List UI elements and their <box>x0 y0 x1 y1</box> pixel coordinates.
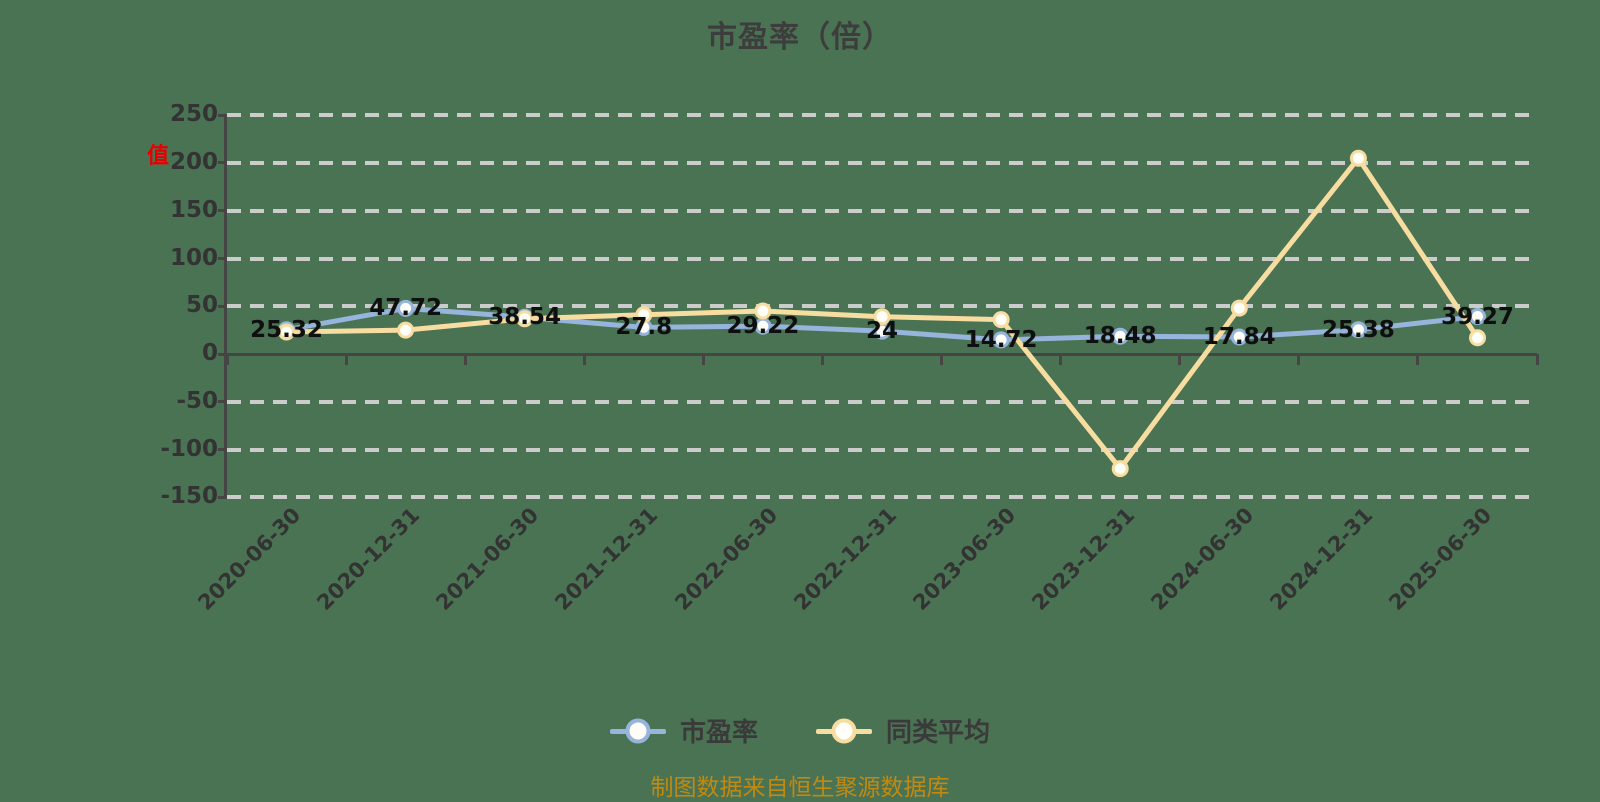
x-axis-label-2020-06-30: 2020-06-30 <box>193 503 306 615</box>
y-axis-tick <box>218 161 227 165</box>
legend-item-pe[interactable]: 市盈率 <box>609 712 758 749</box>
gridline <box>227 208 1533 213</box>
data-label-2021-06-30: 38.54 <box>488 304 562 331</box>
x-axis-tick <box>582 354 586 365</box>
x-axis-tick <box>1059 354 1063 365</box>
y-axis-tick-label: -150 <box>160 483 218 510</box>
x-axis-label-2023-12-31: 2023-12-31 <box>1027 503 1140 615</box>
x-axis-label-2021-06-30: 2021-06-30 <box>431 503 544 615</box>
gridline <box>227 495 1533 500</box>
x-axis-tick <box>1178 354 1182 365</box>
x-axis-tick <box>701 354 705 365</box>
data-label-2023-06-30: 14.72 <box>964 326 1038 353</box>
y-axis-tick-label: 0 <box>201 340 218 366</box>
y-axis-tick <box>218 495 227 499</box>
y-axis-tick <box>218 400 227 404</box>
red-watermark-fragment: 值 <box>147 144 170 169</box>
pe-line-marker-icon <box>609 718 666 743</box>
y-axis-tick <box>218 209 227 213</box>
peer-average-line <box>284 155 1480 472</box>
y-axis-tick <box>218 113 227 117</box>
data-label-2022-12-31: 24 <box>865 318 899 345</box>
peer-average-point-2025-06-30[interactable] <box>1469 329 1486 347</box>
x-axis-label-2024-06-30: 2024-06-30 <box>1146 503 1259 615</box>
gridline <box>227 447 1533 452</box>
x-axis-tick <box>1416 354 1420 365</box>
x-axis-label-2022-12-31: 2022-12-31 <box>789 503 901 615</box>
y-axis-tick-label: 100 <box>169 244 218 271</box>
y-axis-tick-label: -50 <box>176 387 218 414</box>
y-axis-tick-label: 250 <box>169 101 218 128</box>
x-axis-label-2024-12-31: 2024-12-31 <box>1265 503 1378 615</box>
peer-average-point-2020-12-31[interactable] <box>397 321 415 339</box>
x-axis-label-2021-12-31: 2021-12-31 <box>550 503 663 615</box>
legend: 市盈率 同类平均 <box>0 712 1600 749</box>
x-axis-label-2025-06-30: 2025-06-30 <box>1384 503 1497 615</box>
x-axis-tick <box>940 354 943 365</box>
chart-title: 市盈率（倍） <box>707 20 893 55</box>
y-axis-tick <box>218 352 227 356</box>
data-label-2024-06-30: 17.84 <box>1202 324 1276 350</box>
peer-average-point-2023-06-30[interactable] <box>992 311 1010 329</box>
x-axis-line <box>224 353 1537 356</box>
x-axis-label-2023-06-30: 2023-06-30 <box>908 503 1021 615</box>
x-axis-tick <box>1535 354 1539 365</box>
peer-average-point-2023-12-31[interactable] <box>1111 460 1129 478</box>
data-label-2020-12-31: 47.72 <box>369 295 442 322</box>
x-axis-tick <box>821 354 824 365</box>
y-axis-tick <box>218 304 227 308</box>
y-axis-tick-label: -100 <box>160 435 218 462</box>
legend-label-pe: 市盈率 <box>679 718 758 748</box>
gridline <box>227 256 1533 261</box>
y-axis-tick-label: 150 <box>169 196 218 223</box>
x-axis-tick <box>1297 354 1301 365</box>
data-label-2022-06-30: 29.22 <box>726 313 800 340</box>
x-axis-label-2022-06-30: 2022-06-30 <box>669 503 782 615</box>
y-axis-tick <box>218 257 227 260</box>
x-axis-tick <box>463 354 467 365</box>
gridline <box>227 113 1533 118</box>
y-axis-tick-label: 50 <box>185 292 218 319</box>
gridline <box>227 160 1533 165</box>
peer-average-line-marker-icon <box>816 718 872 743</box>
x-axis-tick <box>225 354 229 365</box>
gridline <box>227 399 1533 404</box>
y-axis-line <box>224 115 227 497</box>
legend-label-peer-average: 同类平均 <box>886 718 991 748</box>
x-axis-tick <box>344 354 348 365</box>
data-label-2025-06-30: 39.27 <box>1441 303 1514 330</box>
source-note: 制图数据来自恒生聚源数据库 <box>650 775 950 801</box>
data-label-2020-06-30: 25.32 <box>250 316 323 343</box>
legend-item-peer-average[interactable]: 同类平均 <box>816 712 990 749</box>
y-axis-tick-label: 200 <box>169 148 218 175</box>
y-axis-tick <box>218 448 227 451</box>
data-label-2024-12-31: 25.38 <box>1322 316 1395 343</box>
x-axis-label-2020-12-31: 2020-12-31 <box>312 503 425 615</box>
data-label-2023-12-31: 18.48 <box>1083 323 1157 350</box>
data-label-2021-12-31: 27.8 <box>615 314 673 341</box>
